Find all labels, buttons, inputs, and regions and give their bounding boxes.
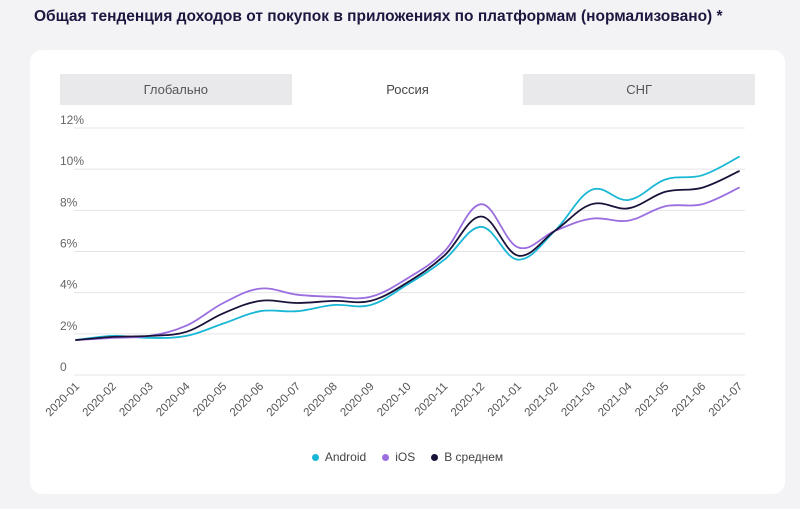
tab-cis[interactable]: СНГ — [523, 74, 755, 105]
legend-label: В среднем — [444, 450, 504, 464]
x-tick-label: 2020-03 — [117, 381, 155, 419]
x-tick-label: 2020-05 — [191, 381, 229, 419]
tab-global[interactable]: Глобально — [60, 74, 292, 105]
chart-card: Глобально Россия СНГ 0 2% 4% 6% 8% 10% 12% 2020… — [30, 50, 785, 494]
legend-dot-icon — [431, 453, 439, 461]
x-tick-label: 2020-07 — [265, 381, 303, 419]
legend-item[interactable]: iOS — [382, 450, 415, 464]
legend-item[interactable]: Android — [311, 450, 367, 464]
y-tick-label: 10% — [60, 154, 84, 168]
x-tick-label: 2021-01 — [486, 381, 524, 419]
x-tick-label: 2021-04 — [596, 380, 635, 419]
series-line-ios — [75, 186, 740, 341]
legend-item[interactable]: В среднем — [431, 450, 503, 464]
x-tick-label: 2021-05 — [633, 381, 671, 419]
tab-global-label: Глобально — [143, 82, 209, 97]
y-tick-label: 4% — [60, 278, 78, 292]
chart-legend: Android iOS В среднем — [30, 450, 785, 464]
series-line-average — [75, 170, 740, 341]
x-tick-label: 2020-10 — [375, 381, 413, 419]
x-tick-label: 2020-08 — [302, 381, 340, 419]
x-tick-label: 2021-07 — [707, 381, 745, 419]
x-tick-label: 2020-04 — [154, 380, 193, 419]
x-tick-label: 2020-11 — [413, 381, 451, 419]
x-tick-label: 2021-06 — [670, 381, 708, 419]
tab-russia[interactable]: Россия — [291, 74, 524, 105]
y-tick-label: 8% — [60, 195, 78, 209]
tab-russia-label: Россия — [386, 82, 429, 97]
legend-label: iOS — [395, 450, 416, 464]
series-line-android — [75, 155, 740, 341]
y-tick-label: 12% — [60, 113, 84, 127]
legend-dot-icon — [311, 453, 319, 461]
x-tick-label: 2020-12 — [449, 381, 487, 419]
x-tick-label: 2020-01 — [44, 381, 82, 419]
x-tick-label: 2021-03 — [559, 381, 597, 419]
page-title: Общая тенденция доходов от покупок в при… — [34, 8, 723, 25]
y-tick-label: 0 — [60, 360, 67, 374]
tab-cis-label: СНГ — [626, 82, 653, 97]
x-tick-label: 2020-02 — [81, 381, 119, 419]
line-chart: 02%4%6%8%10%12%2020-012020-022020-032020… — [44, 113, 745, 419]
x-tick-label: 2020-09 — [338, 381, 376, 419]
region-tabs: Глобально Россия СНГ — [60, 74, 755, 105]
x-tick-label: 2021-02 — [523, 381, 561, 419]
legend-label: Android — [324, 450, 367, 464]
legend-dot-icon — [382, 453, 390, 461]
x-tick-label: 2020-06 — [228, 381, 266, 419]
y-tick-label: 6% — [60, 237, 78, 251]
y-tick-label: 2% — [60, 319, 78, 333]
